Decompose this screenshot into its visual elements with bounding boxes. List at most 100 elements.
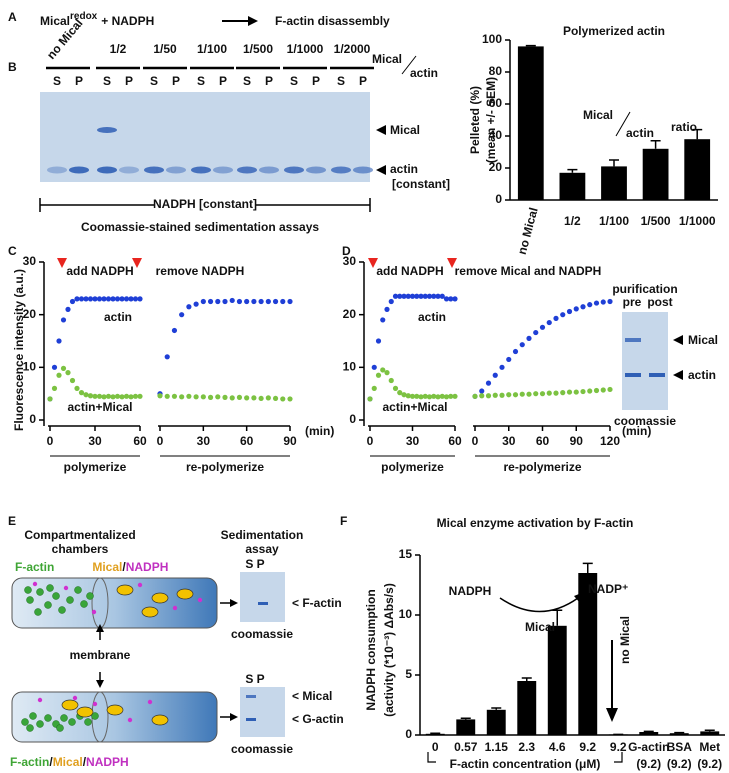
data-point — [164, 393, 170, 399]
y-tick-label: 80 — [489, 64, 503, 78]
data-point — [132, 393, 139, 399]
marker — [132, 258, 142, 268]
chamber-contents-part: F-actin — [10, 755, 49, 769]
data-point — [83, 296, 89, 302]
error-bar — [460, 717, 471, 720]
chamber-contents-part: / — [122, 560, 126, 574]
marker — [673, 370, 683, 380]
actin-dot — [58, 606, 66, 614]
data-point — [485, 393, 492, 399]
data-point — [392, 293, 399, 299]
e-heading: Compartmentalized — [24, 528, 135, 542]
data-point — [132, 296, 139, 302]
data-point — [506, 356, 512, 363]
nadph-dot — [91, 609, 97, 615]
panel-label: E — [8, 514, 16, 528]
x-tick-label: 1/500 — [641, 214, 671, 228]
data-point — [244, 395, 250, 401]
data-point — [65, 306, 71, 312]
data-point — [222, 394, 228, 400]
x-tick-label: 30 — [88, 434, 102, 448]
data-point — [101, 296, 107, 302]
data-point — [51, 385, 58, 391]
lane-p: P — [125, 74, 133, 88]
chamber-contents-part: NADPH — [126, 560, 169, 574]
actin-dot — [52, 592, 60, 600]
data-point — [78, 296, 85, 302]
y-axis-label: Fluorescence intensity (a.u.) — [12, 269, 26, 431]
data-point — [422, 393, 428, 399]
data-point — [492, 392, 498, 398]
data-point — [526, 391, 532, 397]
x-tick-label: 60 — [536, 434, 550, 448]
mical-shape — [151, 714, 169, 726]
actin-band — [166, 166, 186, 174]
data-point — [215, 298, 221, 305]
annotation: NADP⁺ — [588, 582, 628, 596]
data-point — [96, 393, 103, 399]
data-point — [401, 392, 407, 398]
actin-band — [649, 373, 665, 377]
bracket-bg — [155, 197, 255, 213]
data-point — [479, 393, 485, 399]
error-bar — [491, 707, 502, 710]
actin-dot — [44, 601, 52, 609]
lane-p: P — [312, 74, 320, 88]
error-bar — [582, 562, 593, 573]
x-tick-sublabel: (9.2) — [667, 757, 692, 771]
mical-shape — [176, 588, 194, 600]
data-point — [435, 394, 441, 400]
data-point — [186, 393, 192, 399]
error-bar — [521, 677, 532, 681]
error-bar — [692, 128, 703, 140]
lane-p: P — [172, 74, 180, 88]
panel-label: B — [8, 60, 17, 74]
lane-s: S — [243, 74, 251, 88]
data-point — [92, 296, 98, 302]
data-point — [74, 296, 80, 302]
lane-label: 1/100 — [197, 42, 227, 56]
lane-label: post — [647, 295, 672, 309]
error-bar — [704, 729, 715, 732]
data-point — [573, 389, 579, 395]
gel-caption: Coomassie-stained sedimentation assays — [81, 220, 319, 234]
data-point — [137, 296, 143, 302]
actin-band — [213, 166, 233, 174]
marker — [368, 258, 378, 268]
data-point — [443, 296, 450, 302]
mical-shape — [116, 584, 134, 596]
mical-band — [246, 695, 256, 698]
lane-s: S — [53, 74, 61, 88]
x-tick-label: 60 — [240, 434, 254, 448]
x-tick-label: 9.2 — [579, 740, 596, 754]
data-point — [533, 391, 539, 397]
panel-label: D — [342, 244, 351, 258]
data-point — [492, 372, 498, 378]
data-point — [485, 380, 492, 386]
marker — [376, 125, 386, 135]
actin-band — [246, 718, 256, 721]
data-point — [157, 393, 163, 399]
data-point — [371, 364, 377, 370]
data-point — [110, 296, 116, 302]
data-point — [215, 394, 221, 400]
data-point — [207, 394, 214, 400]
x-tick-label: 30 — [197, 434, 211, 448]
annotation: Mical — [583, 108, 613, 122]
data-point — [452, 393, 458, 399]
chamber — [11, 577, 218, 629]
lane-label: 1/500 — [243, 42, 273, 56]
lane-p: P — [265, 74, 273, 88]
lane-label: S P — [245, 672, 264, 686]
y-tick-label: 10 — [23, 360, 37, 374]
data-point — [388, 298, 394, 305]
data-point — [512, 392, 519, 398]
actin-band — [258, 602, 268, 605]
gel-caption: coomassie — [231, 742, 293, 756]
data-point — [405, 393, 411, 399]
y-tick-label: 0 — [495, 192, 502, 206]
x-tick-sublabel: (9.2) — [697, 757, 722, 771]
data-point — [519, 342, 525, 348]
band-label: Mical — [688, 333, 718, 347]
